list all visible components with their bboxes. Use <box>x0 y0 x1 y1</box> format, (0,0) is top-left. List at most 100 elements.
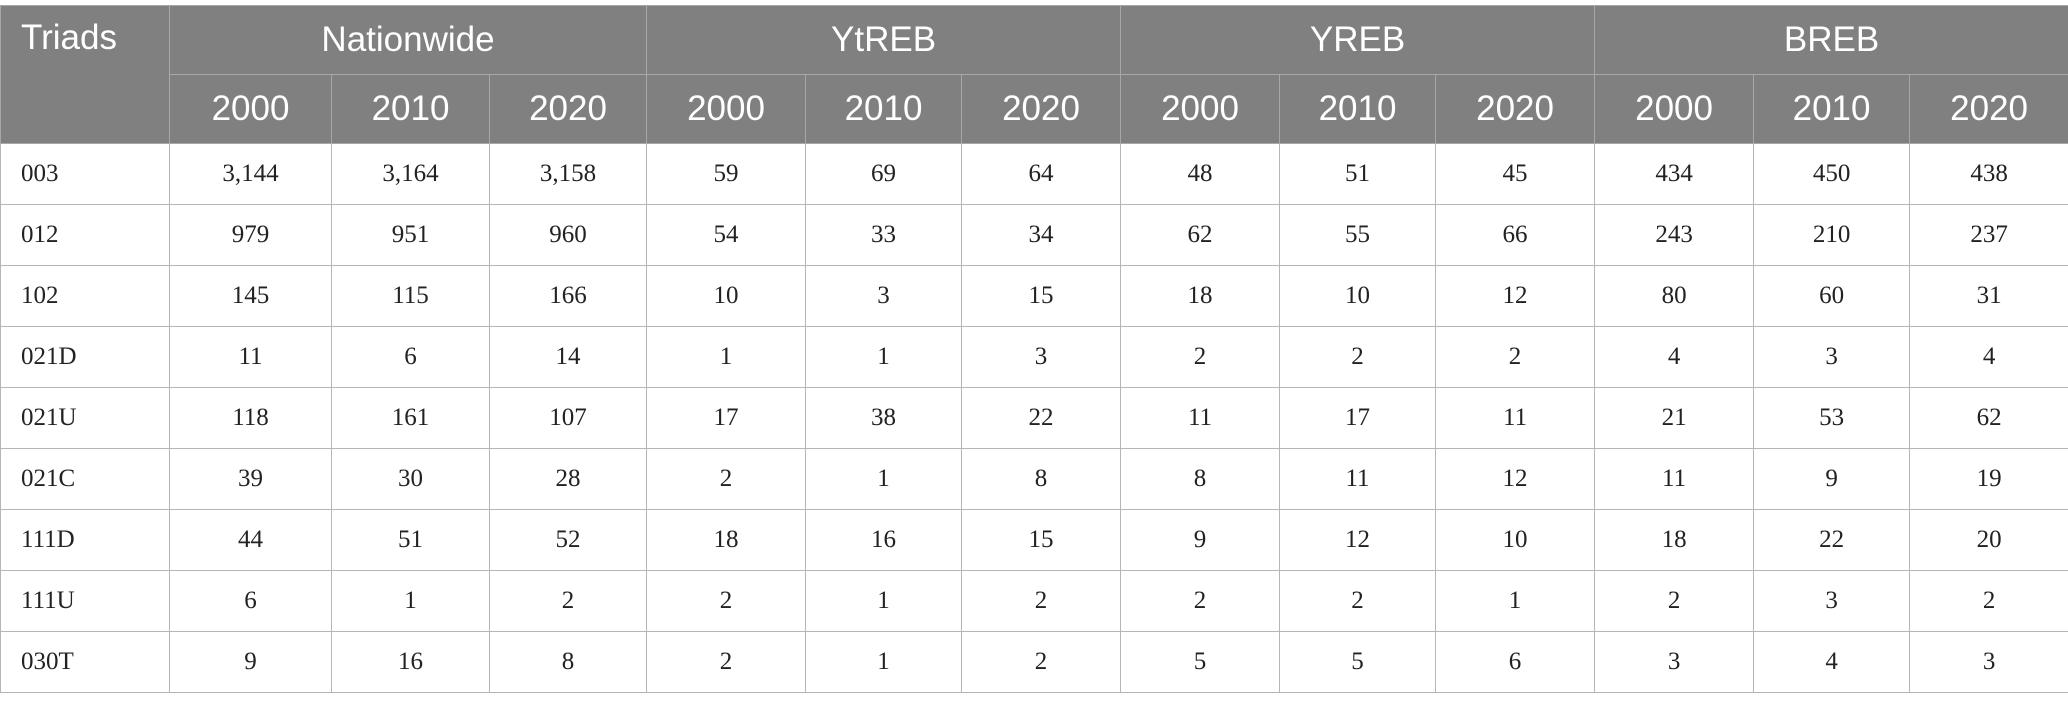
value-cell: 115 <box>331 265 490 327</box>
triads-table-container: Triads Nationwide YtREB YREB BREB 2000 2… <box>0 5 2068 693</box>
value-cell: 62 <box>1120 204 1281 266</box>
year-header: 2020 <box>1435 74 1596 144</box>
value-cell: 2 <box>1279 570 1437 632</box>
value-cell: 10 <box>1435 509 1596 571</box>
value-cell: 2 <box>961 570 1122 632</box>
value-cell: 2 <box>646 448 807 510</box>
value-cell: 1 <box>331 570 490 632</box>
value-cell: 9 <box>1753 448 1911 510</box>
value-cell: 12 <box>1279 509 1437 571</box>
value-cell: 3 <box>1753 570 1911 632</box>
value-cell: 2 <box>1435 326 1596 388</box>
year-header: 2010 <box>331 74 490 144</box>
table-header: Triads Nationwide YtREB YREB BREB 2000 2… <box>0 5 2068 144</box>
value-cell: 22 <box>961 387 1122 449</box>
table-body: 003 3,144 3,164 3,158 59 69 64 48 51 45 434 450 438 0… <box>0 143 2068 693</box>
value-cell: 3 <box>805 265 963 327</box>
value-cell: 243 <box>1594 204 1755 266</box>
value-cell: 48 <box>1120 143 1281 205</box>
value-cell: 15 <box>961 265 1122 327</box>
triads-table: Triads Nationwide YtREB YREB BREB 2000 2… <box>0 5 2068 693</box>
value-cell: 1 <box>805 631 963 693</box>
value-cell: 3 <box>1753 326 1911 388</box>
value-cell: 22 <box>1753 509 1911 571</box>
value-cell: 14 <box>488 326 648 388</box>
value-cell: 2 <box>1909 570 2068 632</box>
year-header: 2020 <box>1909 74 2068 144</box>
value-cell: 54 <box>646 204 807 266</box>
table-row: 021C 39 30 28 2 1 8 8 11 12 11 9 19 <box>0 448 2068 510</box>
value-cell: 9 <box>1120 509 1281 571</box>
year-header: 2020 <box>961 74 1122 144</box>
value-cell: 18 <box>1594 509 1755 571</box>
value-cell: 5 <box>1279 631 1437 693</box>
value-cell: 55 <box>1279 204 1437 266</box>
value-cell: 18 <box>1120 265 1281 327</box>
value-cell: 2 <box>1120 570 1281 632</box>
value-cell: 2 <box>1594 570 1755 632</box>
value-cell: 979 <box>169 204 332 266</box>
table-row: 111U 6 1 2 2 1 2 2 2 1 2 3 2 <box>0 570 2068 632</box>
value-cell: 62 <box>1909 387 2068 449</box>
value-cell: 12 <box>1435 448 1596 510</box>
value-cell: 434 <box>1594 143 1755 205</box>
value-cell: 450 <box>1753 143 1911 205</box>
table-row: 102 145 115 166 10 3 15 18 10 12 80 60 31 <box>0 265 2068 327</box>
value-cell: 107 <box>488 387 648 449</box>
triad-label-cell: 021C <box>0 448 170 510</box>
value-cell: 166 <box>488 265 648 327</box>
value-cell: 438 <box>1909 143 2068 205</box>
year-header: 2000 <box>1594 74 1755 144</box>
value-cell: 161 <box>331 387 490 449</box>
value-cell: 118 <box>169 387 332 449</box>
year-header: 2020 <box>488 74 648 144</box>
value-cell: 3,164 <box>331 143 490 205</box>
value-cell: 44 <box>169 509 332 571</box>
value-cell: 4 <box>1909 326 2068 388</box>
value-cell: 11 <box>1594 448 1755 510</box>
value-cell: 21 <box>1594 387 1755 449</box>
group-header-ytreb: YtREB <box>646 5 1122 75</box>
value-cell: 1 <box>1435 570 1596 632</box>
value-cell: 6 <box>331 326 490 388</box>
value-cell: 66 <box>1435 204 1596 266</box>
value-cell: 34 <box>961 204 1122 266</box>
value-cell: 12 <box>1435 265 1596 327</box>
value-cell: 19 <box>1909 448 2068 510</box>
table-row: 111D 44 51 52 18 16 15 9 12 10 18 22 20 <box>0 509 2068 571</box>
value-cell: 52 <box>488 509 648 571</box>
value-cell: 16 <box>805 509 963 571</box>
value-cell: 51 <box>331 509 490 571</box>
value-cell: 11 <box>1120 387 1281 449</box>
value-cell: 51 <box>1279 143 1437 205</box>
triad-label-cell: 021U <box>0 387 170 449</box>
value-cell: 31 <box>1909 265 2068 327</box>
triad-label-cell: 003 <box>0 143 170 205</box>
year-header: 2010 <box>1279 74 1437 144</box>
value-cell: 17 <box>646 387 807 449</box>
value-cell: 28 <box>488 448 648 510</box>
value-cell: 2 <box>488 570 648 632</box>
value-cell: 1 <box>805 570 963 632</box>
group-header-nationwide: Nationwide <box>168 5 648 75</box>
value-cell: 1 <box>805 448 963 510</box>
year-header: 2000 <box>169 74 332 144</box>
value-cell: 3 <box>1594 631 1755 693</box>
value-cell: 2 <box>646 570 807 632</box>
value-cell: 45 <box>1435 143 1596 205</box>
value-cell: 3,144 <box>169 143 332 205</box>
triad-label-cell: 021D <box>0 326 170 388</box>
value-cell: 2 <box>1279 326 1437 388</box>
header-year-row: 2000 2010 2020 2000 2010 2020 2000 2010 … <box>1 74 2068 144</box>
table-row: 003 3,144 3,164 3,158 59 69 64 48 51 45 434 450 438 <box>0 143 2068 205</box>
value-cell: 33 <box>805 204 963 266</box>
triad-label-cell: 012 <box>0 204 170 266</box>
value-cell: 960 <box>488 204 648 266</box>
value-cell: 69 <box>805 143 963 205</box>
year-header: 2000 <box>646 74 807 144</box>
value-cell: 951 <box>331 204 490 266</box>
value-cell: 39 <box>169 448 332 510</box>
value-cell: 53 <box>1753 387 1911 449</box>
value-cell: 2 <box>646 631 807 693</box>
table-row: 030T 9 16 8 2 1 2 5 5 6 3 4 3 <box>0 631 2068 693</box>
